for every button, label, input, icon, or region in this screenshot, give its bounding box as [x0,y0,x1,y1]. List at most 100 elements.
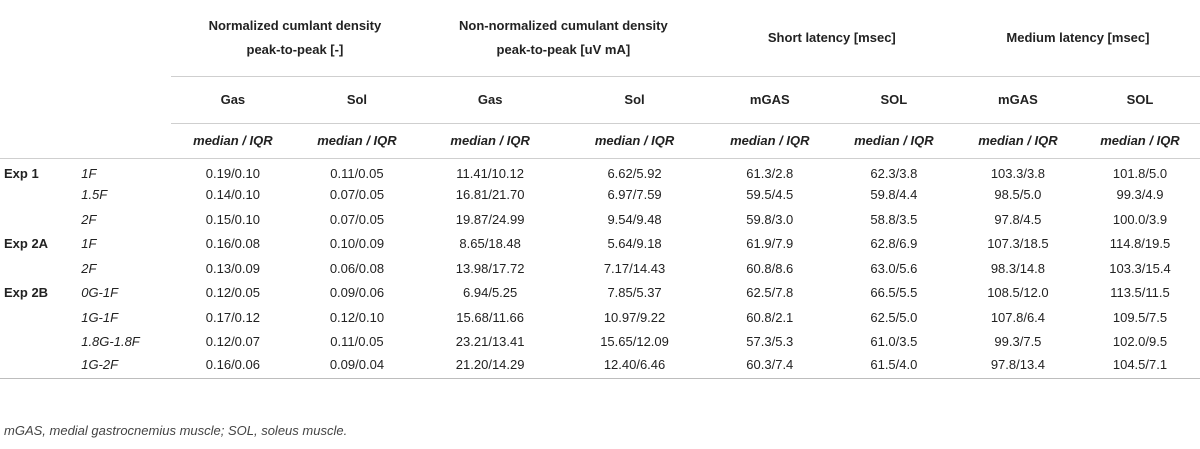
condition-label: 0G-1F [81,285,119,301]
experiment-label [0,330,73,355]
value-cell: 66.5/5.5 [870,285,918,301]
value-cell: 6.94/5.25 [463,285,518,301]
condition-label: 1F [81,236,97,252]
stat-label: median / IQR [561,123,708,159]
value-cell: 99.3/7.5 [994,334,1042,350]
value-cell: 0.12/0.07 [205,334,260,350]
value-cell: 6.97/7.59 [607,187,662,203]
subheader-cell: Gas [418,76,562,124]
value-cell: 62.5/7.8 [746,285,794,301]
value-cell: 113.5/11.5 [1110,285,1170,301]
value-cell: 61.5/4.0 [831,354,956,379]
value-cell: 6.62/5.92 [607,166,662,181]
value-cell: 0.07/0.05 [329,187,385,203]
subheader-cell: Sol [294,76,419,124]
value-cell: 0.15/0.10 [205,211,260,227]
value-cell: 0.09/0.04 [294,354,419,379]
group-header-normalized: Normalized cumlant density peak-to-peak … [170,0,419,77]
table-row: 2F 0.15/0.10 0.07/0.05 19.87/24.99 9.54/9.48… [0,207,1200,232]
value-cell: 97.8/4.5 [994,211,1042,227]
value-cell: 16.81/21.70 [455,187,525,203]
value-cell: 60.8/8.6 [746,260,794,276]
value-cell: 62.3/3.8 [870,166,918,181]
subheader-row: Gas Sol Gas Sol mGAS SOL mGAS SOL [0,76,1200,124]
group-header-line: Medium latency [msec] [1006,29,1150,45]
group-header-line: peak-to-peak [-] [246,41,344,57]
value-cell: 0.12/0.05 [205,285,260,301]
value-cell: 104.5/7.1 [1079,354,1200,379]
group-header-short-latency: Short latency [msec] [707,0,956,77]
value-cell: 0.06/0.08 [329,260,385,276]
group-header-non-normalized: Non-normalized cumulant density peak-to-… [418,0,708,77]
value-cell: 59.5/4.5 [746,187,794,203]
table-row: 1.8G-1.8F 0.12/0.07 0.11/0.05 23.21/13.41 15… [0,330,1200,355]
subheader-cell: mGAS [707,76,832,124]
corner-blank [0,76,171,123]
stat-label: median / IQR [170,123,295,159]
value-cell: 0.10/0.09 [329,236,385,252]
value-cell: 59.8/4.4 [870,187,918,203]
table-row: 1G-1F 0.17/0.12 0.12/0.10 15.68/11.66 10.97/… [0,305,1200,330]
table-row: Exp 2B 0G-1F 0.12/0.05 0.09/0.06 6.94/5.25 7.… [0,281,1200,306]
value-cell: 10.97/9.22 [603,309,666,325]
value-cell: 57.3/5.3 [746,334,794,350]
experiment-label: Exp 1 [4,166,39,181]
stat-label: median / IQR [831,123,956,159]
value-cell: 15.65/12.09 [600,334,669,350]
condition-label: 1.8G-1.8F [81,334,140,350]
value-cell: 61.0/3.5 [870,334,918,350]
value-cell: 21.20/14.29 [418,354,562,379]
experiment-label [0,354,74,379]
condition-label: 2F [81,260,97,276]
value-cell: 13.98/17.72 [455,260,525,276]
value-cell: 107.3/18.5 [987,236,1049,252]
value-cell: 62.5/5.0 [870,309,918,325]
value-cell: 61.9/7.9 [746,236,794,252]
value-cell: 0.11/0.05 [330,166,384,181]
value-cell: 11.41/10.12 [456,166,524,181]
value-cell: 60.3/7.4 [707,354,832,379]
value-cell: 58.8/3.5 [870,211,918,227]
table-row: Exp 1 1F 0.19/0.10 0.11/0.05 11.41/10.12 6.62… [0,158,1200,183]
value-cell: 97.8/13.4 [955,354,1080,379]
group-header-medium-latency: Medium latency [msec] [955,0,1200,77]
value-cell: 109.5/7.5 [1112,309,1168,325]
subheader-cell: mGAS [955,76,1080,124]
value-cell: 103.3/3.8 [990,166,1046,181]
value-cell: 0.16/0.08 [205,236,260,252]
table-row: 1G-2F 0.16/0.06 0.09/0.04 21.20/14.29 12.40/… [0,354,1200,379]
value-cell: 102.0/9.5 [1112,334,1168,350]
value-cell: 0.16/0.06 [170,354,295,379]
stat-label-row: median / IQR median / IQR median / IQR m… [0,123,1200,159]
condition-label: 1G-1F [81,309,119,325]
value-cell: 103.3/15.4 [1109,260,1171,276]
table-row: 1.5F 0.14/0.10 0.07/0.05 16.81/21.70 6.97/7.… [0,183,1200,208]
value-cell: 0.19/0.10 [205,166,260,181]
value-cell: 0.17/0.12 [205,309,260,325]
table-header: Normalized cumlant density peak-to-peak … [0,0,1200,159]
subheader-cell: SOL [831,76,956,124]
group-header-line: peak-to-peak [uV mA] [496,41,631,57]
table-row: Exp 2A 1F 0.16/0.08 0.10/0.09 8.65/18.48 5.64… [0,232,1200,257]
experiment-label: Exp 2B [4,285,49,301]
table-body: Exp 1 1F 0.19/0.10 0.11/0.05 11.41/10.12 6.62… [0,158,1200,379]
value-cell: 114.8/19.5 [1109,236,1171,252]
group-header-line: Non-normalized cumulant density [458,17,668,33]
value-cell: 0.11/0.05 [330,334,384,350]
value-cell: 108.5/12.0 [987,285,1049,301]
subheader-cell: Gas [170,76,295,124]
value-cell: 7.17/14.43 [603,260,666,276]
subheader-cell: Sol [561,76,708,124]
stat-label: median / IQR [294,123,419,159]
value-cell: 9.54/9.48 [607,211,662,227]
value-cell: 19.87/24.99 [455,211,525,227]
data-table: Normalized cumlant density peak-to-peak … [0,0,1200,379]
value-cell: 99.3/4.9 [1116,187,1164,203]
experiment-label [0,183,73,208]
value-cell: 5.64/9.18 [607,236,662,252]
condition-label: 1F [81,166,97,181]
value-cell: 0.13/0.09 [205,260,260,276]
value-cell: 101.8/5.0 [1112,166,1168,181]
corner-blank [0,0,171,76]
